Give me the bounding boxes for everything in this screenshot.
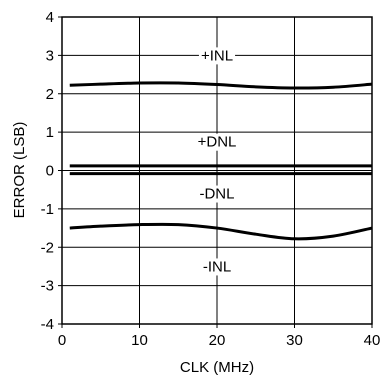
annotation-label: +DNL	[198, 134, 237, 151]
series-line-plusminus-inl	[69, 81, 373, 90]
y-tick-label: 1	[46, 124, 54, 141]
x-tick-label: 30	[286, 332, 303, 349]
y-tick-label: 4	[46, 9, 54, 26]
annotation-bg	[197, 185, 237, 203]
x-tick-label: 0	[58, 332, 66, 349]
x-tick-label: 40	[364, 332, 381, 349]
ticks	[58, 16, 373, 328]
annotation-label: -INL	[203, 258, 231, 275]
annotation-label: -DNL	[199, 186, 234, 203]
x-axis-title: CLK (MHz)	[180, 359, 254, 376]
annotation-label: +INL	[201, 47, 233, 64]
y-tick-label: 2	[46, 86, 54, 103]
y-tick-label: -1	[41, 201, 54, 218]
series-line-minus-inl	[69, 222, 373, 241]
series-lines	[69, 81, 373, 241]
y-tick-label: 0	[46, 163, 54, 180]
y-tick-label: -3	[41, 278, 54, 295]
annotation-bg	[195, 133, 239, 151]
y-tick-label: 3	[46, 47, 54, 64]
annotation-bg	[198, 47, 236, 65]
y-tick-label: -4	[41, 316, 54, 333]
x-tick-label: 10	[131, 332, 148, 349]
annotations: +INL +DNL -DNL -INL	[195, 47, 239, 276]
y-tick-label: -2	[41, 239, 54, 256]
x-tick-label: 20	[209, 332, 226, 349]
annotation-bg	[200, 258, 234, 276]
y-axis-title: ERROR (LSB)	[11, 122, 28, 219]
